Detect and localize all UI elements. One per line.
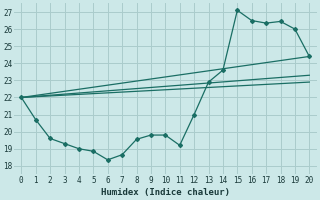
X-axis label: Humidex (Indice chaleur): Humidex (Indice chaleur)	[101, 188, 230, 197]
